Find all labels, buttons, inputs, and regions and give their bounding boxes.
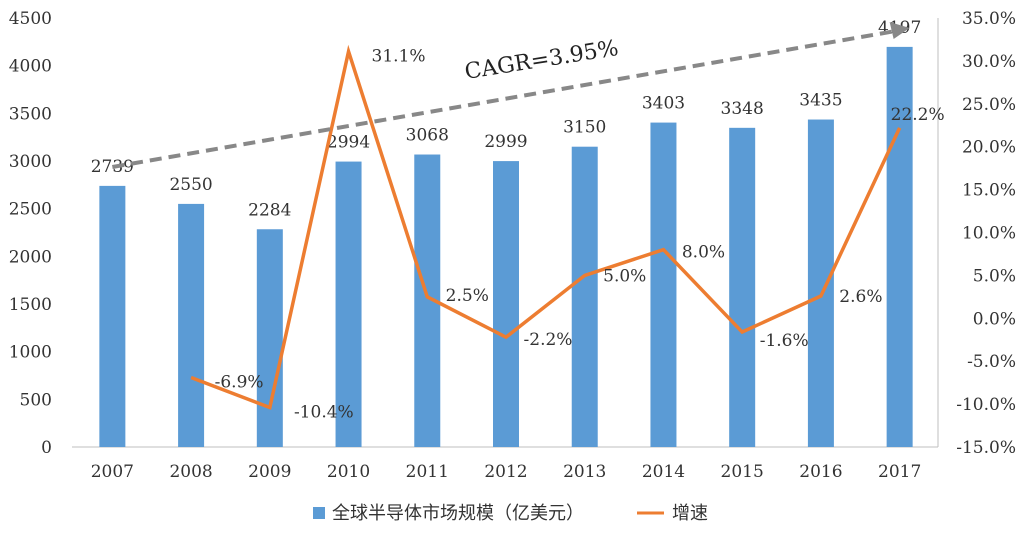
right-tick-label: -5.0% bbox=[967, 352, 1016, 372]
watermark-right-text: 是说芯语 bbox=[895, 480, 976, 504]
line-data-label: 31.1% bbox=[372, 46, 426, 66]
left-tick-label: 2000 bbox=[9, 247, 52, 267]
bar bbox=[729, 127, 756, 447]
bar bbox=[178, 203, 205, 447]
bar bbox=[493, 161, 519, 447]
x-tick-label: 2013 bbox=[563, 462, 606, 482]
left-tick-label: 2500 bbox=[9, 200, 52, 220]
left-tick-label: 3500 bbox=[9, 104, 52, 124]
bar-data-label: 3150 bbox=[563, 118, 606, 138]
bar bbox=[256, 229, 283, 447]
watermark-left: 六数跨境 bbox=[11, 505, 118, 529]
left-tick-label: 1000 bbox=[9, 343, 52, 363]
right-tick-label: 0.0% bbox=[973, 309, 1016, 329]
legend-label-bar: 全球半导体市场规模（亿美元） bbox=[332, 503, 584, 524]
wechat-icon bbox=[857, 478, 889, 504]
line-data-label: 2.5% bbox=[446, 286, 489, 306]
watermark-left-icon bbox=[11, 506, 33, 528]
bar-data-label: 3403 bbox=[642, 94, 685, 114]
bar bbox=[571, 146, 598, 447]
line-data-label: -2.2% bbox=[524, 330, 573, 350]
line-data-label: -10.4% bbox=[294, 403, 354, 423]
left-tick-label: 3000 bbox=[9, 152, 52, 172]
right-tick-label: -10.0% bbox=[956, 395, 1016, 415]
bar-data-label: 2999 bbox=[484, 132, 527, 152]
bar bbox=[807, 119, 834, 447]
left-tick-label: 0 bbox=[41, 438, 52, 458]
bar bbox=[99, 185, 126, 447]
x-tick-label: 2016 bbox=[799, 462, 842, 482]
right-tick-label: 25.0% bbox=[962, 95, 1016, 115]
x-tick-label: 2012 bbox=[484, 462, 527, 482]
line-data-label: -1.6% bbox=[760, 331, 809, 351]
bar-data-label: 3435 bbox=[799, 91, 842, 111]
x-tick-label: 2014 bbox=[642, 462, 685, 482]
right-tick-label: 5.0% bbox=[973, 266, 1016, 286]
bar-data-label: 3068 bbox=[406, 126, 449, 146]
bar-data-label: 2994 bbox=[327, 133, 370, 153]
x-tick-label: 2007 bbox=[91, 462, 134, 482]
axes: 0 500 1000 1500 2000 2500 3000 3500 4000 4500 -15.… bbox=[9, 9, 1016, 482]
right-tick-label: 10.0% bbox=[962, 224, 1016, 244]
left-tick-label: 1500 bbox=[9, 295, 52, 315]
right-tick-label: 30.0% bbox=[962, 52, 1016, 72]
line-data-label: 2.6% bbox=[839, 287, 882, 307]
right-tick-label: -15.0% bbox=[956, 438, 1016, 458]
x-tick-label: 2008 bbox=[169, 462, 212, 482]
left-tick-label: 500 bbox=[20, 390, 52, 410]
bar bbox=[650, 122, 677, 448]
bar bbox=[886, 46, 913, 448]
bar bbox=[335, 161, 362, 447]
bar-data-label: 3348 bbox=[721, 99, 764, 119]
watermarks: 六数跨境 是说芯语 bbox=[11, 478, 976, 529]
legend-label-line: 增速 bbox=[672, 503, 708, 524]
x-tick-label: 2011 bbox=[406, 462, 449, 482]
x-tick-label: 2009 bbox=[248, 462, 291, 482]
x-tick-label: 2015 bbox=[721, 462, 764, 482]
line-data-label: -6.9% bbox=[215, 373, 264, 393]
line-data-label: 8.0% bbox=[682, 243, 725, 263]
line-series: -6.9% -10.4% 31.1% 2.5% -2.2% 5.0% 8.0% -1.6% 2.… bbox=[190, 44, 945, 423]
x-tick-label: 2010 bbox=[327, 462, 370, 482]
line-data-label: 22.2% bbox=[891, 105, 945, 125]
watermark-right: 是说芯语 bbox=[857, 478, 976, 504]
bar-data-label: 2550 bbox=[169, 175, 212, 195]
line-data-label: 5.0% bbox=[603, 266, 646, 286]
legend: 全球半导体市场规模（亿美元） 增速 bbox=[313, 503, 708, 524]
left-tick-label: 4000 bbox=[9, 57, 52, 77]
cagr-arrowhead bbox=[889, 22, 910, 39]
x-tick-label: 2017 bbox=[878, 462, 921, 482]
legend-swatch-bar bbox=[313, 507, 325, 519]
right-tick-label: 15.0% bbox=[962, 181, 1016, 201]
right-tick-label: 35.0% bbox=[962, 9, 1016, 29]
right-tick-label: 20.0% bbox=[962, 138, 1016, 158]
bar-data-label: 2284 bbox=[248, 200, 291, 220]
left-tick-label: 4500 bbox=[9, 9, 52, 29]
watermark-left-text: 六数跨境 bbox=[38, 505, 118, 529]
cagr-label: CAGR=3.95% bbox=[463, 36, 620, 85]
growth-line bbox=[190, 44, 902, 410]
